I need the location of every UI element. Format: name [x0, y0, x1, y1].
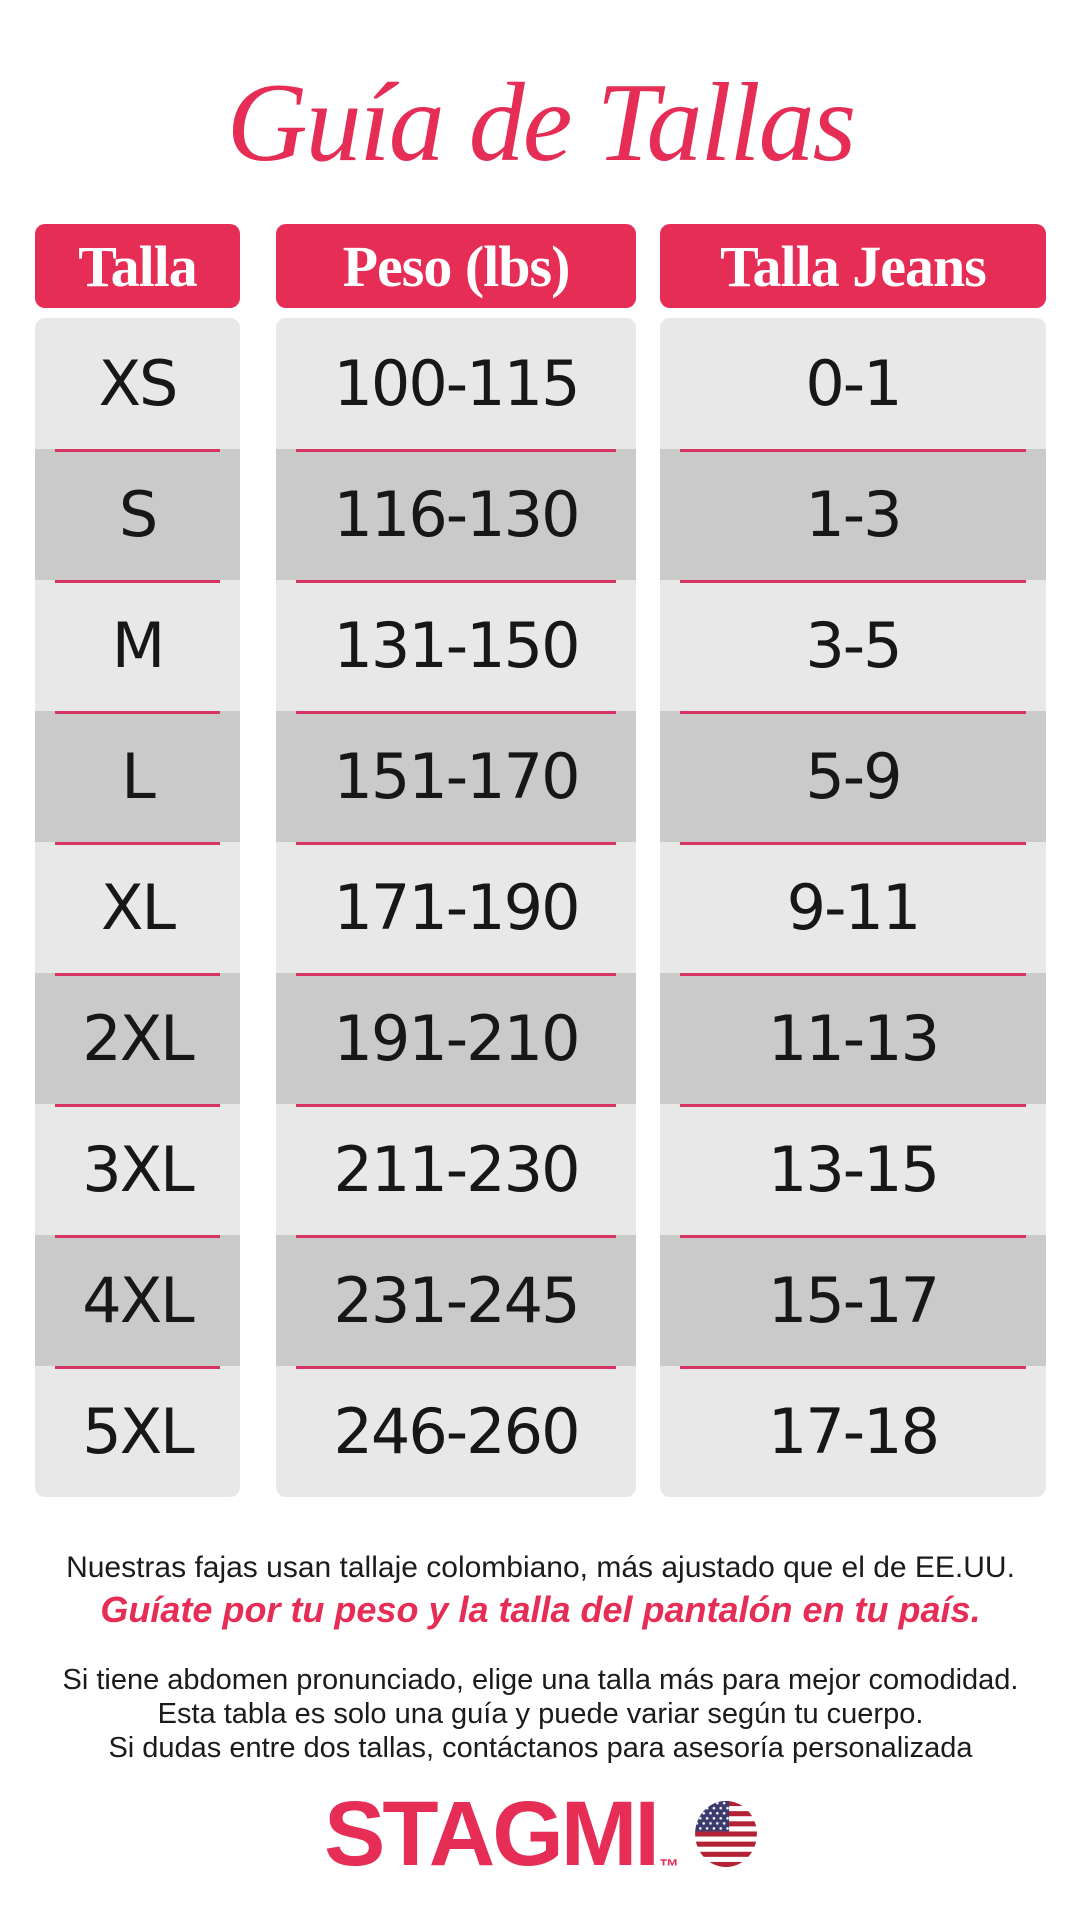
note-contact-us: Si dudas entre dos tallas, contáctanos p…	[108, 1732, 973, 1764]
table-cell: 116-130	[276, 449, 636, 580]
table-cell: 191-210	[276, 973, 636, 1104]
table-cell: 211-230	[276, 1104, 636, 1235]
table-cell: S	[35, 449, 240, 580]
table-cell: XS	[35, 318, 240, 449]
table-cell: 171-190	[276, 842, 636, 973]
table-cell: 231-245	[276, 1235, 636, 1366]
table-cell: 13-15	[660, 1104, 1046, 1235]
brand-logo: STAGMI ™	[0, 1783, 1081, 1885]
column-peso: Peso (lbs) 100-115 116-130 131-150 151-1…	[276, 224, 636, 1497]
note-abdomen: Si tiene abdomen pronunciado, elige una …	[62, 1664, 1019, 1696]
column-body-talla-jeans: 0-1 1-3 3-5 5-9 9-11 11-13 13-15 15-17 1…	[660, 318, 1046, 1497]
table-cell: XL	[35, 842, 240, 973]
brand-name: STAGMI	[324, 1783, 660, 1885]
table-cell: L	[35, 711, 240, 842]
table-cell: 246-260	[276, 1366, 636, 1497]
table-cell: 100-115	[276, 318, 636, 449]
column-body-peso: 100-115 116-130 131-150 151-170 171-190 …	[276, 318, 636, 1497]
table-cell: 3XL	[35, 1104, 240, 1235]
table-cell: 1-3	[660, 449, 1046, 580]
page-title: Guía de Tallas	[226, 61, 857, 185]
note-sizing-colombian: Nuestras fajas usan tallaje colombiano, …	[66, 1551, 1015, 1584]
table-cell: M	[35, 580, 240, 711]
table-cell: 5-9	[660, 711, 1046, 842]
column-header-talla: Talla	[35, 224, 240, 308]
note-advice-block: Si tiene abdomen pronunciado, elige una …	[0, 1663, 1081, 1765]
table-cell: 131-150	[276, 580, 636, 711]
table-cell: 151-170	[276, 711, 636, 842]
column-talla-jeans: Talla Jeans 0-1 1-3 3-5 5-9 9-11 11-13 1…	[660, 224, 1046, 1497]
note-highlight-weight-guide: Guíate por tu peso y la talla del pantal…	[100, 1589, 981, 1630]
table-cell: 0-1	[660, 318, 1046, 449]
column-talla: Talla XS S M L XL 2XL 3XL 4XL 5XL	[35, 224, 240, 1497]
table-cell: 9-11	[660, 842, 1046, 973]
table-cell: 11-13	[660, 973, 1046, 1104]
trademark-symbol: ™	[658, 1856, 679, 1878]
table-cell: 15-17	[660, 1235, 1046, 1366]
table-cell: 4XL	[35, 1235, 240, 1366]
column-header-peso: Peso (lbs)	[276, 224, 636, 308]
table-cell: 17-18	[660, 1366, 1046, 1497]
column-body-talla: XS S M L XL 2XL 3XL 4XL 5XL	[35, 318, 240, 1497]
table-cell: 5XL	[35, 1366, 240, 1497]
table-cell: 3-5	[660, 580, 1046, 711]
column-header-talla-jeans: Talla Jeans	[660, 224, 1046, 308]
table-cell: 2XL	[35, 973, 240, 1104]
note-guide-only: Esta tabla es solo una guía y puede vari…	[157, 1698, 924, 1730]
us-flag-icon	[695, 1801, 757, 1867]
